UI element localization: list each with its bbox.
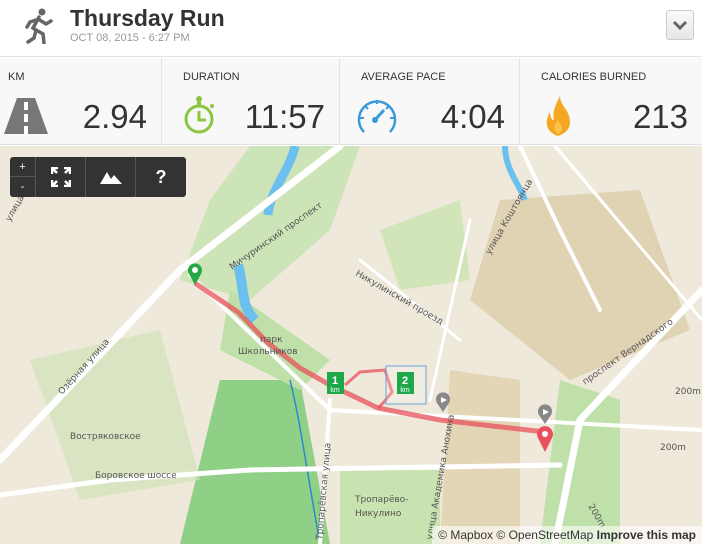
map-label: 200m <box>675 387 701 397</box>
stat-duration: DURATION 11:57 <box>162 58 340 145</box>
map-attribution: © Mapbox © OpenStreetMap Improve this ma… <box>432 526 702 544</box>
stopwatch-icon <box>184 96 214 134</box>
start-pin-icon[interactable] <box>187 263 202 285</box>
end-pin-icon[interactable] <box>537 426 553 452</box>
map-label: Тропарёво- <box>354 495 408 505</box>
zoom-out-button[interactable]: - <box>20 181 25 193</box>
map-label: Востряковское <box>70 432 141 442</box>
map-label: Никулино <box>355 509 402 519</box>
stat-label: KM <box>8 71 25 83</box>
fullscreen-button[interactable] <box>36 157 86 197</box>
stat-label: DURATION <box>183 71 240 83</box>
map-label: парк <box>260 335 283 345</box>
stat-value: 4:04 <box>440 98 505 135</box>
speedometer-icon <box>357 100 397 133</box>
improve-map-link[interactable]: Improve this map <box>596 528 696 542</box>
km-marker-2[interactable]: 2km <box>397 372 414 394</box>
flame-icon <box>546 96 570 136</box>
stat-label: CALORIES BURNED <box>541 71 647 83</box>
stat-km: KM 2.94 <box>0 58 162 145</box>
route-line <box>193 280 546 435</box>
map-label: 200m <box>660 443 686 453</box>
stat-value: 11:57 <box>244 98 325 135</box>
terrain-button[interactable] <box>86 157 136 197</box>
mountain-icon <box>99 172 122 184</box>
chevron-down-icon <box>672 20 688 31</box>
zoom-in-button[interactable]: + <box>10 157 35 177</box>
map-label: Школьников <box>238 347 298 357</box>
map-canvas[interactable]: 1km 2km Мичуринский проспект улица Кошто… <box>0 146 702 544</box>
activity-title: Thursday Run <box>70 5 225 31</box>
mapbox-link[interactable]: © Mapbox <box>438 528 494 542</box>
expand-icon <box>50 167 71 187</box>
flag-icon <box>436 392 451 412</box>
svg-text:2: 2 <box>402 375 408 387</box>
km-marker-1[interactable]: 1km <box>327 372 344 394</box>
stat-label: AVERAGE PACE <box>361 71 446 83</box>
svg-text:km: km <box>330 387 340 394</box>
route-map[interactable]: 1 km 2 km Мичуринский проспект улица Кошто… <box>0 146 702 544</box>
svg-text:1: 1 <box>332 375 338 387</box>
svg-text:km: km <box>400 387 410 394</box>
menu-dropdown-button[interactable] <box>666 10 694 40</box>
stat-calories: CALORIES BURNED 213 <box>520 58 702 145</box>
help-button[interactable]: ? <box>155 166 167 187</box>
map-label: Боровское шоссе <box>95 471 177 481</box>
activity-date: OCT 08, 2015 - 6:27 PM <box>70 32 190 44</box>
flag-icon <box>538 404 553 424</box>
runner-icon <box>25 8 53 44</box>
road-icon <box>4 98 48 134</box>
stat-value: 2.94 <box>82 98 147 135</box>
stats-bar: KM 2.94 DURATION 11:57 AVERAGE PACE 4:04… <box>0 58 702 145</box>
osm-link[interactable]: © OpenStreetMap <box>496 528 594 542</box>
stat-value: 213 <box>632 98 688 135</box>
map-controls: + - ? <box>10 157 186 197</box>
activity-header: Thursday Run OCT 08, 2015 - 6:27 PM <box>0 0 702 57</box>
stat-average-pace: AVERAGE PACE 4:04 <box>340 58 520 145</box>
